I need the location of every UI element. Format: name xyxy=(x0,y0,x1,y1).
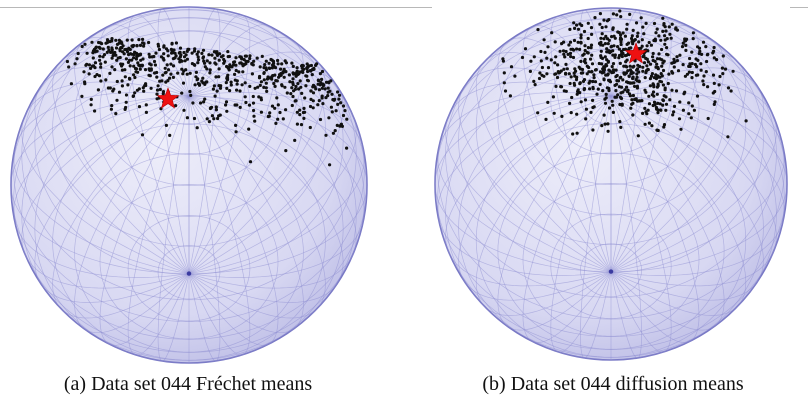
sphere-body xyxy=(10,6,368,364)
sphere-plot-frechet xyxy=(10,6,368,364)
caption-frechet: (a) Data set 044 Fréchet means xyxy=(63,373,313,395)
south-pole-mark xyxy=(186,271,192,276)
south-pole-mark xyxy=(608,269,614,274)
panel-frechet-means: (a) Data set 044 Fréchet means xyxy=(10,6,368,395)
data-points xyxy=(501,9,748,139)
sphere-grid xyxy=(10,6,368,364)
mean-star-marker xyxy=(624,42,648,64)
top-rule-left xyxy=(0,7,432,8)
panel-diffusion-means: (b) Data set 044 diffusion means xyxy=(404,0,808,410)
mean-star-marker xyxy=(156,87,180,109)
caption-diffusion: (b) Data set 044 diffusion means xyxy=(482,373,744,395)
data-points xyxy=(65,37,349,167)
sphere-plot-diffusion xyxy=(434,7,788,361)
top-rule-right xyxy=(790,7,808,8)
